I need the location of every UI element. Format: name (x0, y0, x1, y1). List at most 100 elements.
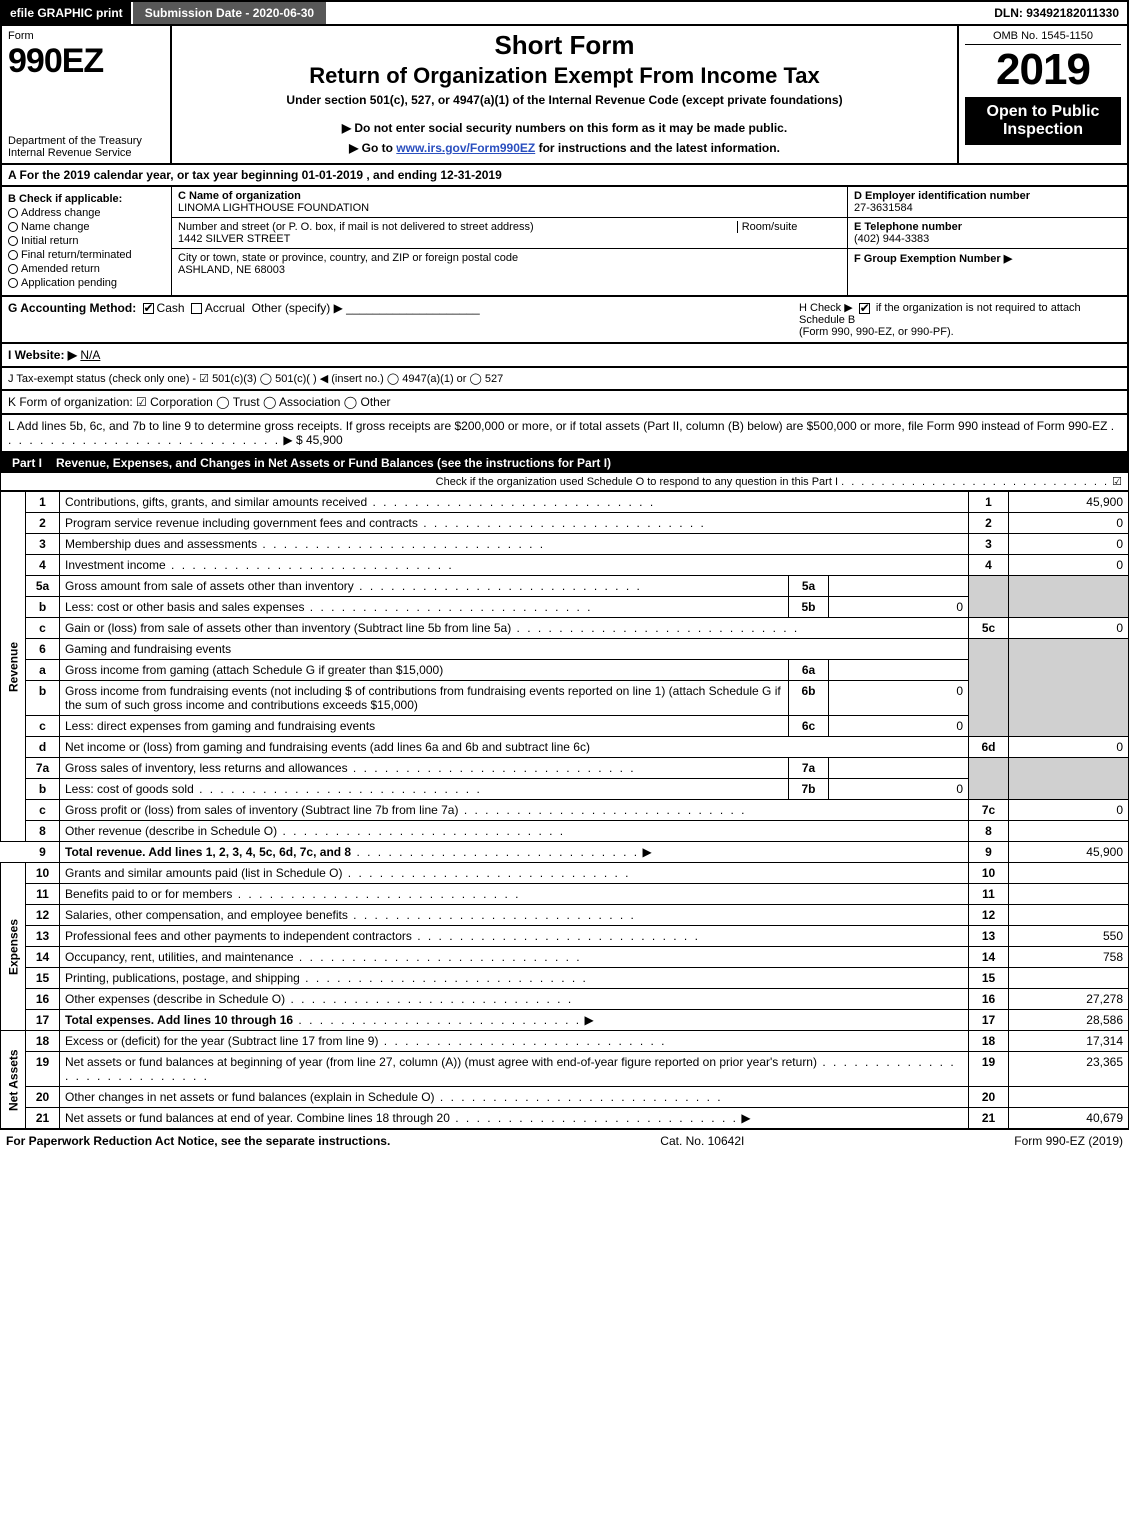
h-checkbox[interactable] (859, 303, 870, 314)
part1-sub-check: ☑ (1112, 476, 1122, 488)
dots-icon (293, 1013, 581, 1027)
line-14: 14 Occupancy, rent, utilities, and mainte… (1, 947, 1129, 968)
l7c-num: c (26, 800, 60, 821)
b-address-change: Address change (8, 207, 165, 219)
dept-line1: Department of the Treasury (8, 135, 164, 147)
l7b-mini: 7b (789, 779, 829, 800)
l4-amt: 0 (1009, 555, 1129, 576)
b-amended: Amended return (8, 263, 165, 275)
l7b-desc: Less: cost of goods sold (65, 782, 482, 796)
l5a-desc: Gross amount from sale of assets other t… (65, 579, 642, 593)
l16-desc: Other expenses (describe in Schedule O) (65, 992, 573, 1006)
l13-desc: Professional fees and other payments to … (65, 929, 700, 943)
irs-link[interactable]: www.irs.gov/Form990EZ (396, 141, 535, 155)
submission-date: Submission Date - 2020-06-30 (133, 2, 326, 24)
l6b-num: b (26, 681, 60, 716)
page-footer: For Paperwork Reduction Act Notice, see … (0, 1129, 1129, 1152)
do-not-enter: ▶ Do not enter social security numbers o… (182, 121, 947, 135)
l17-amt: 28,586 (1009, 1010, 1129, 1031)
l16-amt: 27,278 (1009, 989, 1129, 1010)
circle-icon[interactable] (8, 250, 18, 260)
circle-icon[interactable] (8, 236, 18, 246)
l5b-mini: 5b (789, 597, 829, 618)
l21-box: 21 (969, 1108, 1009, 1129)
line-17: 17 Total expenses. Add lines 10 through 1… (1, 1010, 1129, 1031)
l18-amt: 17,314 (1009, 1031, 1129, 1052)
l6b-mini: 6b (789, 681, 829, 716)
l11-desc: Benefits paid to or for members (65, 887, 520, 901)
footer-left: For Paperwork Reduction Act Notice, see … (6, 1134, 390, 1148)
b-name-change: Name change (8, 221, 165, 233)
circle-icon[interactable] (8, 264, 18, 274)
l14-desc: Occupancy, rent, utilities, and maintena… (65, 950, 582, 964)
netassets-side-label: Net Assets (1, 1031, 26, 1129)
website-label: I Website: ▶ (8, 348, 77, 362)
line-3: 3Membership dues and assessments30 (1, 534, 1129, 555)
line-6a: aGross income from gaming (attach Schedu… (1, 660, 1129, 681)
line-6: 6Gaming and fundraising events (1, 639, 1129, 660)
b-initial-return: Initial return (8, 235, 165, 247)
l1-box: 1 (969, 492, 1009, 513)
l1-text: Contributions, gifts, grants, and simila… (65, 495, 655, 509)
l20-desc: Other changes in net assets or fund bala… (65, 1090, 723, 1104)
form-number: 990EZ (8, 42, 164, 81)
l21-amt: 40,679 (1009, 1108, 1129, 1129)
l5b-desc: Less: cost or other basis and sales expe… (65, 600, 593, 614)
cash-label: Cash (157, 301, 185, 315)
l7a-mini: 7a (789, 758, 829, 779)
line-9: 9Total revenue. Add lines 1, 2, 3, 4, 5c… (1, 842, 1129, 863)
l15-box: 15 (969, 968, 1009, 989)
l9-desc: Total revenue. Add lines 1, 2, 3, 4, 5c,… (65, 845, 351, 859)
accrual-checkbox[interactable] (191, 303, 202, 314)
b-final-return: Final return/terminated (8, 249, 165, 261)
efile-button[interactable]: efile GRAPHIC print (2, 2, 133, 24)
l6-desc: Gaming and fundraising events (60, 639, 969, 660)
b-opt-3: Final return/terminated (21, 249, 132, 261)
row-j-tax-exempt: J Tax-exempt status (check only one) - ☑… (0, 368, 1129, 391)
l17-arrow: ▶ (584, 1013, 593, 1027)
b-pending: Application pending (8, 277, 165, 289)
street-value: 1442 SILVER STREET (178, 233, 290, 245)
l5a-miniamt (829, 576, 969, 597)
l6-num: 6 (26, 639, 60, 660)
line-13: 13Professional fees and other payments t… (1, 926, 1129, 947)
l8-amt (1009, 821, 1129, 842)
l-text: L Add lines 5b, 6c, and 7b to line 9 to … (8, 419, 1107, 433)
circle-icon[interactable] (8, 278, 18, 288)
l3-box: 3 (969, 534, 1009, 555)
l1-desc: Contributions, gifts, grants, and simila… (60, 492, 969, 513)
l7a-desc: Gross sales of inventory, less returns a… (65, 761, 636, 775)
l6b-miniamt: 0 (829, 681, 969, 716)
l17-desc: Total expenses. Add lines 10 through 16 (65, 1013, 293, 1027)
section-c: C Name of organization LINOMA LIGHTHOUSE… (172, 187, 847, 295)
l1-amt: 45,900 (1009, 492, 1129, 513)
cash-checkbox[interactable] (143, 303, 154, 314)
l16-box: 16 (969, 989, 1009, 1010)
l19-box: 19 (969, 1052, 1009, 1087)
l11-num: 11 (26, 884, 60, 905)
l10-box: 10 (969, 863, 1009, 884)
l3-amt: 0 (1009, 534, 1129, 555)
dots-icon (450, 1111, 738, 1125)
l15-desc: Printing, publications, postage, and shi… (65, 971, 588, 985)
b-opt-2: Initial return (21, 235, 78, 247)
l6a-miniamt (829, 660, 969, 681)
part1-header: Part I Revenue, Expenses, and Changes in… (0, 453, 1129, 473)
l6a-num: a (26, 660, 60, 681)
row-k-form-org: K Form of organization: ☑ Corporation ◯ … (0, 391, 1129, 415)
l14-box: 14 (969, 947, 1009, 968)
line-6c: cLess: direct expenses from gaming and f… (1, 716, 1129, 737)
l6c-num: c (26, 716, 60, 737)
tel-label: E Telephone number (854, 221, 962, 233)
line-6d: dNet income or (loss) from gaming and fu… (1, 737, 1129, 758)
part1-num: Part I (6, 456, 48, 470)
part1-table: Revenue 1 Contributions, gifts, grants, … (0, 491, 1129, 1129)
other-label: Other (specify) ▶ (252, 301, 343, 315)
circle-icon[interactable] (8, 222, 18, 232)
l12-num: 12 (26, 905, 60, 926)
l17-num: 17 (26, 1010, 60, 1031)
circle-icon[interactable] (8, 208, 18, 218)
l7a-num: 7a (26, 758, 60, 779)
line-1: Revenue 1 Contributions, gifts, grants, … (1, 492, 1129, 513)
l18-num: 18 (26, 1031, 60, 1052)
